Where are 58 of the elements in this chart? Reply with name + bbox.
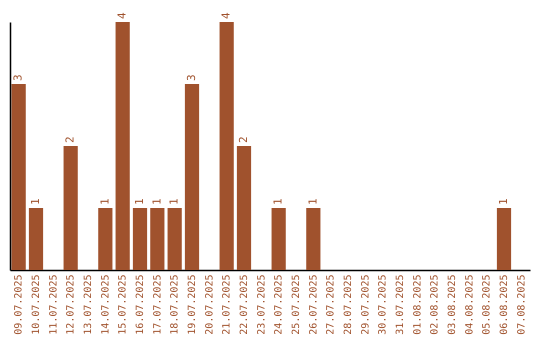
bar — [116, 22, 130, 270]
data-label: 2 — [64, 136, 77, 143]
bar — [28, 208, 44, 270]
bar — [12, 84, 26, 270]
bar — [150, 208, 164, 270]
x-tick-label: 19.07.2025 — [187, 274, 198, 335]
data-label: 1 — [150, 198, 164, 205]
data-label: 1 — [272, 198, 285, 205]
bar — [132, 208, 148, 270]
data-label: 1 — [168, 198, 181, 205]
x-tick-label: 23.07.2025 — [256, 274, 268, 335]
x-tick-label: 03.08.2025 — [447, 274, 458, 335]
bar — [306, 208, 320, 270]
x-tick-label: 01.08.2025 — [412, 274, 424, 335]
bar — [496, 208, 512, 270]
data-label: 3 — [185, 74, 198, 81]
data-label: 4 — [220, 12, 233, 19]
data-label: 4 — [116, 12, 129, 19]
x-tick-label: 11.07.2025 — [48, 274, 60, 335]
x-tick-label: 18.07.2025 — [170, 274, 181, 335]
x-tick-label: 31.07.2025 — [395, 274, 406, 335]
data-label: 1 — [98, 198, 112, 205]
bar — [168, 208, 182, 270]
x-tick-label: 21.07.2025 — [222, 274, 233, 335]
x-tick-label: 25.07.2025 — [291, 274, 302, 335]
data-label: 1 — [29, 198, 42, 205]
x-tick-label: 09.07.2025 — [14, 274, 25, 335]
bar — [220, 22, 234, 270]
x-tick-label: 13.07.2025 — [83, 274, 94, 335]
data-label: 3 — [12, 74, 25, 81]
bar — [236, 146, 252, 270]
x-tick-label: 12.07.2025 — [66, 274, 77, 335]
x-tick-label: 27.07.2025 — [326, 274, 337, 335]
x-tick-label: 20.07.2025 — [204, 274, 216, 335]
x-tick-label: 07.08.2025 — [516, 274, 528, 335]
bar — [272, 208, 286, 270]
bar — [184, 84, 200, 270]
x-tick-label: 22.07.2025 — [239, 274, 250, 335]
data-label: 2 — [237, 136, 250, 143]
x-tick-label: 15.07.2025 — [118, 274, 129, 335]
x-tick-label: 02.08.2025 — [430, 274, 441, 335]
x-tick-label: 28.07.2025 — [343, 274, 354, 335]
x-tick-label: 26.07.2025 — [308, 274, 320, 335]
x-tick-label: 16.07.2025 — [135, 274, 146, 335]
x-tick-label: 14.07.2025 — [100, 274, 112, 335]
x-tick-label: 04.08.2025 — [464, 274, 476, 335]
x-tick-label: 29.07.2025 — [360, 274, 372, 335]
x-tick-label: 06.08.2025 — [499, 274, 510, 335]
data-label: 1 — [306, 198, 320, 205]
x-tick-label: 30.07.2025 — [378, 274, 389, 335]
data-label: 1 — [133, 198, 146, 205]
bar — [98, 208, 112, 270]
x-tick-label: 10.07.2025 — [31, 274, 42, 335]
x-tick-label: 05.08.2025 — [482, 274, 493, 335]
x-tick-label: 24.07.2025 — [274, 274, 285, 335]
bar — [64, 146, 78, 270]
x-tick-label: 17.07.2025 — [152, 274, 164, 335]
data-label: 1 — [497, 198, 510, 205]
